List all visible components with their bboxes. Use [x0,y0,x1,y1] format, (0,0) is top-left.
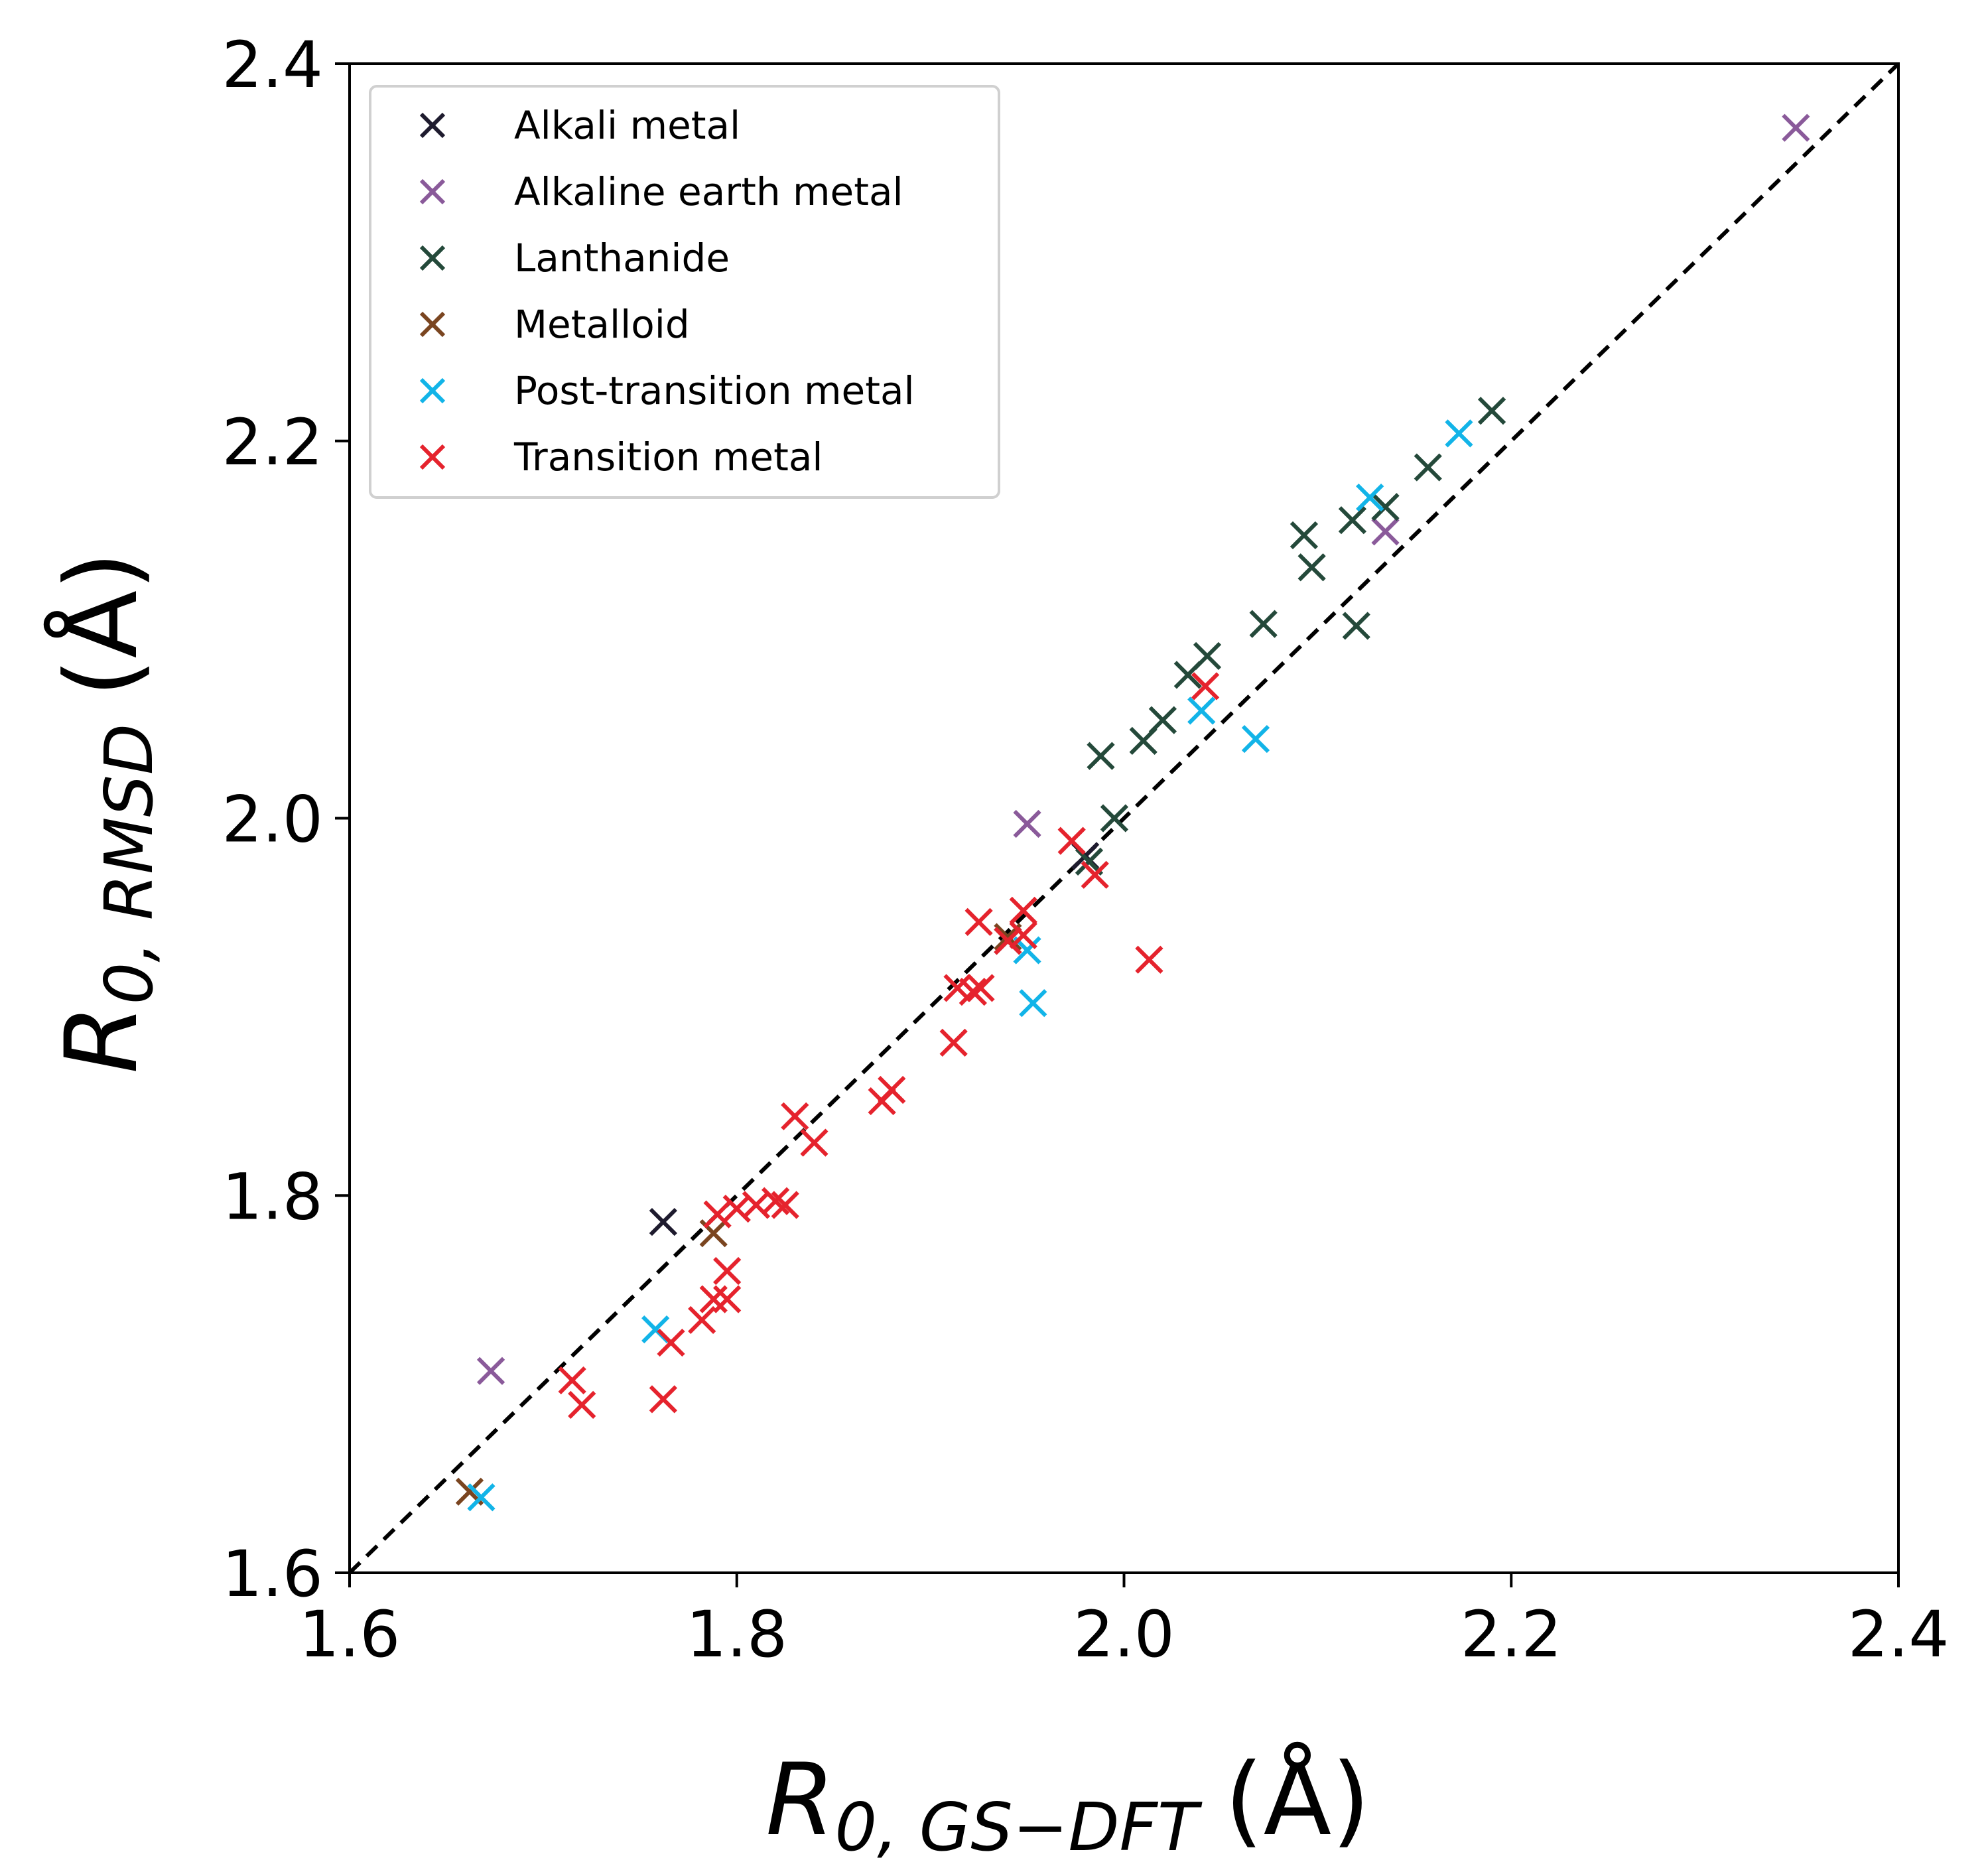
data-point [1009,896,1037,925]
series-alkaline-earth-metal [476,113,1810,1385]
x-axis-ticks: 1.6 1.8 2.0 2.2 2.4 [299,1573,1950,1672]
data-point [1342,612,1370,640]
legend-label: Transition metal [513,434,823,480]
data-point [657,1328,685,1357]
series-post-transition-metal [467,419,1473,1512]
legend-item-metalloid: Metalloid [419,302,690,347]
data-point [1356,483,1384,512]
data-point [1414,453,1442,482]
data-point [1297,553,1326,582]
data-point [781,1102,809,1130]
data-point [649,1385,677,1414]
data-point [476,1357,505,1385]
series-metalloid [455,923,1022,1506]
data-point [1148,706,1177,734]
plot-area [348,62,1900,1575]
y-axis-label: R0, RMSD (Å) [44,551,168,1073]
data-point [1371,493,1400,521]
data-point [1445,419,1473,448]
y-tick-label: 2.0 [222,783,323,857]
legend-label: Alkaline earth metal [514,169,903,214]
x-axis-label-unit: (Å) [1225,1742,1370,1858]
legend-marker [419,311,446,338]
data-point [1187,697,1216,725]
data-point [1057,827,1086,855]
data-point [771,1191,799,1219]
data-point [699,1285,728,1313]
y-tick-label: 2.2 [222,405,323,480]
data-point [558,1366,586,1395]
data-point [878,1075,906,1104]
legend-label: Post-transition metal [514,368,915,413]
x-axis-label-sub: 0, GS−DFT [835,1788,1203,1862]
data-point [467,1483,496,1512]
legend-marker [419,178,446,205]
data-point [568,1390,596,1420]
x-tick-label: 2.4 [1848,1597,1950,1672]
legend-item-transition-metal: Transition metal [419,434,823,480]
data-point [1019,989,1047,1018]
data-point [1087,742,1115,770]
data-point [1135,945,1163,974]
legend-marker [419,112,446,139]
y-tick-label: 1.8 [222,1160,323,1234]
data-point [1782,113,1810,142]
data-point [713,1256,742,1286]
legend-marker [419,377,446,404]
legend-item-lanthanide: Lanthanide [419,235,730,281]
data-point [1191,672,1220,700]
data-point [1249,610,1278,638]
legend-item-alkaline-earth-metal: Alkaline earth metal [419,169,903,214]
data-point [688,1305,716,1335]
legend: Alkali metal Alkaline earth metal Lanthani… [369,85,1000,499]
x-tick-label: 1.6 [299,1597,401,1672]
data-point [966,974,995,1002]
data-point [1009,921,1037,949]
data-point [1338,506,1367,535]
reference-diagonal-group [348,62,1900,1575]
x-axis-label: R0, GS−DFT (Å) [765,1742,1370,1862]
y-axis-label-main: R [44,1004,160,1073]
legend-label: Metalloid [514,302,690,347]
y-axis-label-sub: 0, RMSD [90,724,168,1004]
data-point [713,1285,742,1313]
data-point [762,1187,790,1215]
data-point [703,1200,732,1229]
y-axis-label-unit: (Å) [44,551,160,697]
x-tick-label: 2.0 [1073,1597,1175,1672]
data-point [1290,521,1319,550]
legend-label: Lanthanide [514,235,730,281]
y-tick-label: 2.4 [222,28,323,102]
data-point [1081,860,1109,889]
data-point [1100,804,1129,832]
data-point [649,1207,677,1236]
data-point [1013,809,1041,838]
data-point [994,927,1022,955]
x-axis-label-main: R [765,1743,834,1858]
legend-box [369,85,1000,499]
data-point [1241,724,1270,754]
legend-label: Alkali metal [514,103,740,148]
series-transition-metal [558,672,1220,1420]
x-tick-label: 2.2 [1461,1597,1562,1672]
data-point [939,1028,968,1057]
data-point [1477,397,1506,425]
legend-items: Alkali metal Alkaline earth metal Lanthani… [419,103,915,480]
y-tick-label: 1.6 [222,1537,323,1611]
data-point [964,907,993,937]
legend-item-post-transition-metal: Post-transition metal [419,368,915,413]
x-tick-label: 1.8 [686,1597,787,1672]
y-axis-ticks: 1.6 1.8 2.0 2.2 2.4 [222,28,350,1611]
legend-item-alkali-metal: Alkali metal [419,103,740,148]
data-point [1193,641,1222,671]
series-lanthanide [1075,397,1506,876]
data-points [455,113,1810,1512]
legend-marker [419,245,446,271]
reference-diagonal-line [348,62,1900,1575]
legend-marker [419,444,446,470]
data-point [800,1128,828,1157]
data-point [1371,517,1400,546]
data-point [959,978,987,1006]
